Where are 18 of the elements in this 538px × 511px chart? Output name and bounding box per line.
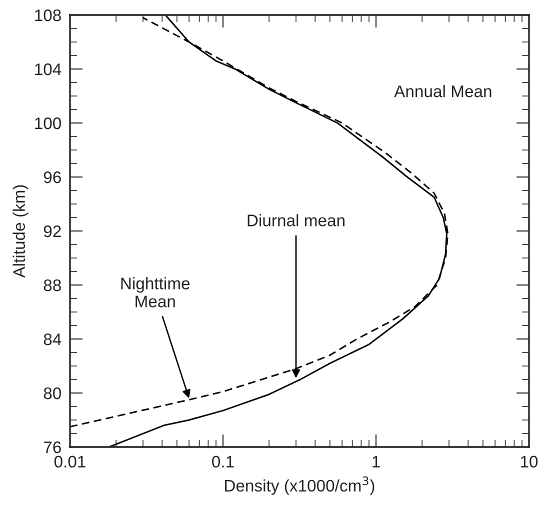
y-tick-label: 88	[44, 279, 61, 292]
y-tick-label: 96	[44, 171, 61, 184]
annotation: Diurnal mean	[248, 214, 344, 226]
y-tick-label: 80	[44, 387, 62, 400]
y-tick-label: 100	[35, 117, 62, 130]
annotation: Annual Mean	[394, 84, 492, 98]
y-tick-label: 92	[44, 225, 61, 238]
y-tick-label: 108	[35, 9, 61, 22]
y-tick-label: 104	[35, 63, 62, 76]
annotation: Nighttime Mean	[121, 277, 190, 308]
y-tick-label: 84	[44, 333, 62, 346]
x-tick-label: 0.1	[212, 456, 234, 468]
x-axis-title: Density (x1000/cm$^{3}$)	[225, 476, 374, 495]
x-tick-label: 0.01	[54, 456, 86, 468]
y-axis-title: Altitude (km)	[12, 185, 28, 278]
x-tick-label: 1	[372, 456, 380, 468]
x-tick-label: 10	[521, 456, 538, 468]
y-tick-label: 76	[44, 441, 61, 454]
